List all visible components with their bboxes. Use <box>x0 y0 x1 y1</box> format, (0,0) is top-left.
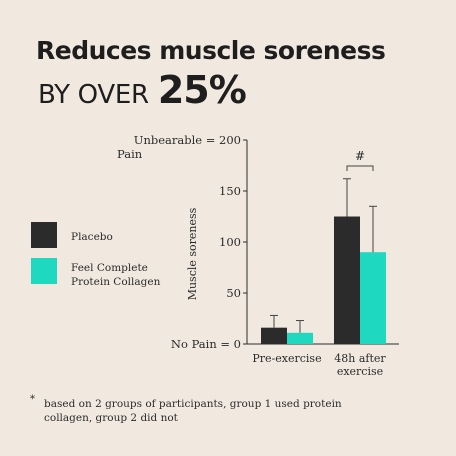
y-tick-label-3: 50 <box>226 286 241 300</box>
footnote-marker: * <box>30 394 35 405</box>
footnote-text: based on 2 groups of participants, group… <box>44 398 342 424</box>
y-tick-label-2: 100 <box>219 235 241 249</box>
legend-swatch-0 <box>31 222 57 248</box>
x-tick-label-1: 48h after exercise <box>334 352 386 378</box>
legend-swatch-1 <box>31 258 57 284</box>
x-tick-label-0: Pre-exercise <box>252 352 321 365</box>
bar-0-0 <box>261 327 287 344</box>
headline-title: Reduces muscle soreness <box>36 36 386 65</box>
bar-1-0 <box>334 216 360 344</box>
significance-bracket <box>346 165 374 171</box>
y-tick-label-4: No Pain = 0 <box>171 337 241 351</box>
bar-0-1 <box>287 332 313 344</box>
y-tick-label-1: 150 <box>219 184 241 198</box>
bar-1-1 <box>360 252 386 344</box>
legend-label-0: Placebo <box>71 231 113 243</box>
legend-label-1: Feel Complete Protein Collagen <box>71 262 161 288</box>
y-axis-title: Muscle soreness <box>186 207 199 300</box>
y-tick-label-0: Unbearable = 200 <box>134 133 241 147</box>
headline-value: 25% <box>157 68 247 112</box>
headline-subtitle: BY OVER 25% <box>38 68 247 112</box>
significance-marker: # <box>355 149 365 163</box>
headline-prefix: BY OVER <box>38 80 149 110</box>
y-tick-label-0-b: Pain <box>117 147 143 161</box>
